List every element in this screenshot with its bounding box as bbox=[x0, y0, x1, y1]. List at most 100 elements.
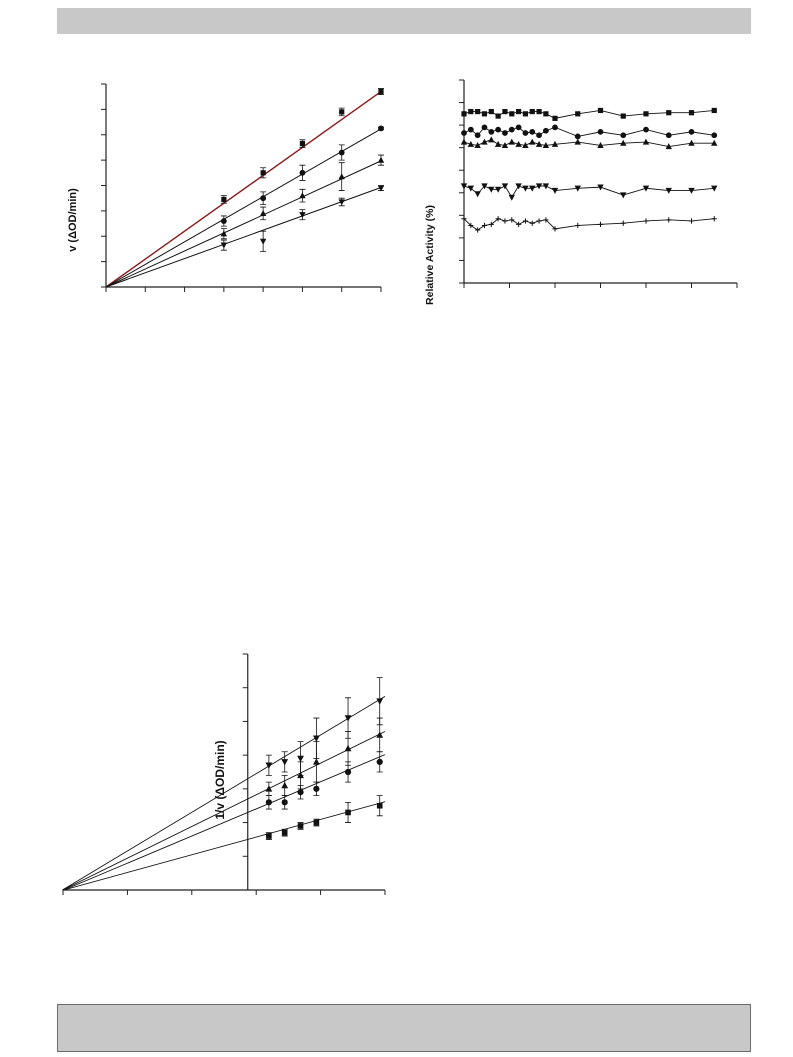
fit-line-square bbox=[105, 91, 382, 288]
data-point-triangle-down bbox=[542, 183, 550, 190]
data-point-triangle-down bbox=[474, 191, 481, 198]
data-point-plus bbox=[711, 216, 717, 222]
data-point-plus bbox=[529, 220, 535, 226]
data-point-plus bbox=[522, 218, 529, 224]
data-point-square bbox=[536, 108, 542, 115]
data-point-circle bbox=[529, 128, 536, 135]
data-point-circle bbox=[338, 149, 345, 156]
data-point-triangle-up bbox=[665, 143, 672, 150]
data-point-triangle-up bbox=[377, 156, 385, 163]
data-point-triangle-up bbox=[344, 744, 352, 752]
data-point-square bbox=[529, 108, 535, 115]
data-point-plus bbox=[620, 220, 626, 226]
data-point-triangle-up bbox=[467, 140, 475, 147]
data-point-triangle-up bbox=[494, 140, 502, 147]
data-point-circle bbox=[378, 125, 384, 132]
data-point-square bbox=[620, 113, 626, 119]
data-point-triangle-down bbox=[494, 186, 502, 193]
data-point-triangle-up bbox=[376, 731, 384, 738]
data-point-triangle-up bbox=[312, 758, 320, 765]
data-point-plus bbox=[468, 222, 474, 229]
data-point-square bbox=[516, 108, 522, 115]
data-point-plus bbox=[502, 218, 508, 224]
data-point-triangle-up bbox=[535, 140, 543, 147]
data-point-circle bbox=[508, 126, 515, 133]
data-point-circle bbox=[665, 132, 672, 139]
data-point-triangle-down bbox=[665, 187, 672, 194]
data-point-circle bbox=[467, 126, 474, 133]
data-point-square bbox=[488, 108, 494, 115]
data-point-circle bbox=[313, 785, 320, 792]
data-point-triangle-up bbox=[551, 140, 559, 147]
data-point-square bbox=[313, 819, 320, 826]
data-point-circle bbox=[265, 799, 272, 806]
data-point-circle bbox=[522, 130, 529, 136]
data-point-triangle-down bbox=[259, 238, 267, 245]
series-line-square bbox=[463, 109, 715, 119]
data-point-triangle-down bbox=[620, 192, 627, 199]
data-point-triangle-up bbox=[620, 139, 627, 146]
data-point-triangle-up bbox=[515, 140, 522, 147]
data-point-plus bbox=[495, 216, 501, 222]
data-point-triangle-up bbox=[688, 139, 695, 146]
fit-line-square bbox=[63, 801, 386, 891]
double-reciprocal-chart: 1/v (ΔOD/min) bbox=[62, 653, 386, 895]
data-point-triangle-down bbox=[220, 242, 228, 249]
data-point-circle bbox=[297, 789, 304, 796]
data-point-square bbox=[688, 110, 695, 116]
data-point-circle bbox=[643, 126, 649, 133]
data-point-plus bbox=[475, 227, 481, 233]
data-point-triangle-down bbox=[460, 183, 468, 190]
data-point-triangle-down bbox=[377, 185, 385, 192]
data-point-plus bbox=[488, 221, 494, 227]
data-point-triangle-up bbox=[542, 142, 550, 149]
data-point-circle bbox=[481, 124, 488, 131]
data-point-triangle-up bbox=[642, 138, 650, 145]
data-point-circle bbox=[620, 132, 627, 139]
fit-line-circle bbox=[63, 754, 386, 891]
series-line-circle bbox=[463, 126, 715, 137]
fit-line-circle bbox=[105, 128, 382, 288]
data-point-triangle-down bbox=[711, 185, 718, 192]
data-point-triangle-down bbox=[338, 199, 345, 206]
series-line-triangle-up bbox=[463, 139, 715, 147]
data-point-triangle-down bbox=[515, 183, 522, 190]
series-line-plus bbox=[463, 218, 715, 231]
data-point-circle bbox=[711, 132, 718, 139]
data-point-plus bbox=[597, 221, 604, 227]
data-point-triangle-down bbox=[488, 186, 495, 193]
data-point-triangle-up bbox=[522, 142, 529, 149]
data-point-circle bbox=[543, 127, 549, 134]
data-point-circle bbox=[536, 132, 542, 139]
data-point-triangle-up bbox=[711, 139, 718, 146]
data-point-circle bbox=[597, 128, 604, 135]
data-point-triangle-down bbox=[312, 735, 320, 742]
data-point-square bbox=[522, 111, 529, 117]
data-point-triangle-down bbox=[501, 183, 509, 190]
data-point-triangle-up bbox=[297, 771, 304, 779]
data-point-square bbox=[552, 115, 558, 121]
data-point-plus bbox=[461, 216, 467, 222]
data-point-square bbox=[481, 111, 488, 117]
plot-area bbox=[101, 83, 385, 292]
data-point-triangle-up bbox=[474, 142, 481, 149]
data-point-circle bbox=[260, 195, 267, 202]
data-point-square bbox=[575, 111, 581, 117]
data-point-triangle-down bbox=[535, 183, 543, 190]
data-point-plus bbox=[688, 218, 695, 224]
data-point-triangle-up bbox=[338, 173, 345, 180]
data-point-triangle-down bbox=[297, 755, 304, 763]
data-point-square bbox=[345, 809, 351, 816]
data-point-circle bbox=[574, 133, 581, 140]
data-point-triangle-up bbox=[597, 142, 604, 149]
data-point-triangle-down bbox=[481, 183, 488, 190]
data-point-circle bbox=[220, 218, 227, 224]
data-point-plus bbox=[666, 217, 672, 223]
fit-line-triangle-down bbox=[62, 695, 386, 891]
data-point-plus bbox=[552, 226, 558, 232]
data-point-square bbox=[495, 113, 501, 119]
data-point-circle bbox=[552, 124, 558, 131]
data-point-plus bbox=[516, 221, 522, 227]
data-point-circle bbox=[515, 124, 522, 131]
data-point-circle bbox=[461, 130, 467, 136]
